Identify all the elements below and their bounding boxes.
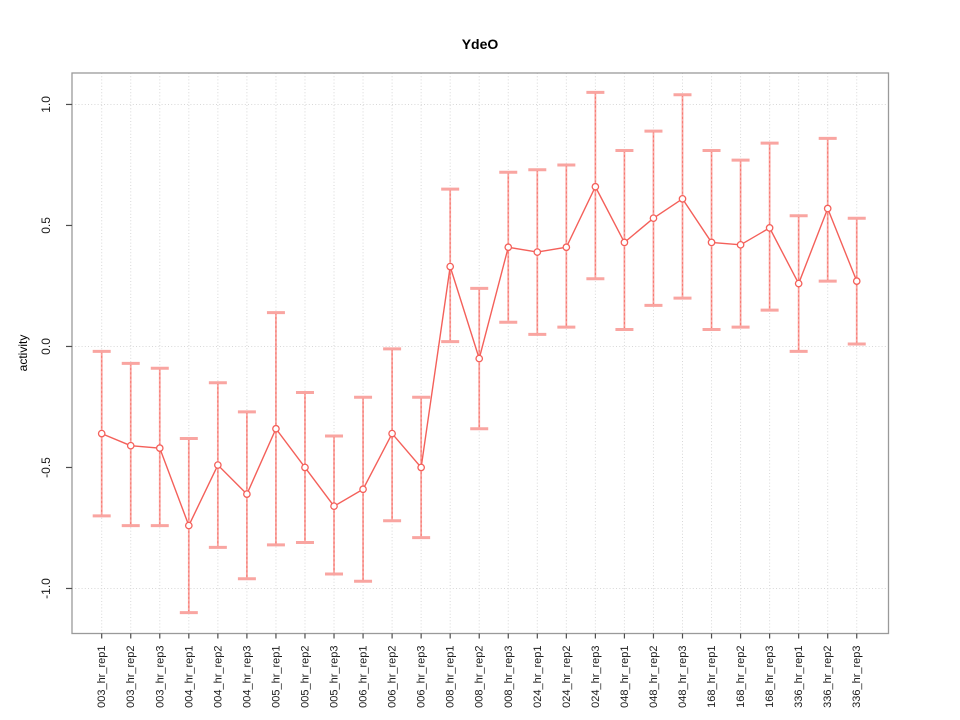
data-point	[591, 182, 600, 191]
data-point	[620, 238, 629, 247]
x-tick-label: 048_hr_rep2	[648, 646, 660, 708]
data-point	[417, 463, 425, 472]
data-point	[823, 204, 832, 213]
x-tick-label: 024_hr_rep1	[532, 646, 544, 708]
data-point	[184, 521, 193, 530]
x-axis: 003_hr_rep1 003_hr_rep2 003_hr_rep3 004_hr_…	[96, 633, 863, 708]
data-point	[97, 429, 106, 438]
data-point	[736, 240, 745, 249]
plot-border	[71, 72, 890, 635]
y-axis-label: activity	[16, 334, 30, 372]
data-point	[852, 277, 861, 285]
x-tick-label: 168_hr_rep3	[764, 646, 776, 708]
y-tick-label: -1.0	[39, 578, 53, 599]
y-axis: -1.0 -0.5 0.0 0.5 1.0	[39, 96, 72, 599]
data-point	[155, 444, 164, 452]
x-tick-label: 024_hr_rep2	[561, 646, 573, 708]
data-point	[504, 243, 513, 252]
x-tick-label: 048_hr_rep1	[619, 646, 631, 708]
y-tick-label: 1.0	[39, 96, 53, 113]
data-point	[126, 441, 135, 450]
x-tick-label: 003_hr_rep3	[154, 646, 166, 708]
x-tick-label: 168_hr_rep1	[706, 646, 718, 708]
x-tick-label: 336_hr_rep1	[793, 646, 805, 708]
data-point	[562, 243, 571, 252]
x-tick-label: 004_hr_rep2	[212, 646, 224, 708]
x-tick-label: 003_hr_rep2	[125, 646, 137, 708]
data-point	[243, 490, 251, 498]
data-point	[649, 214, 658, 223]
data-point	[388, 429, 396, 438]
data-point	[330, 502, 338, 511]
x-tick-label: 008_hr_rep1	[445, 646, 457, 708]
x-tick-label: 008_hr_rep3	[503, 646, 515, 708]
data-point	[707, 238, 716, 247]
data-point	[359, 485, 367, 494]
data-points	[97, 182, 861, 530]
x-tick-label: 005_hr_rep2	[299, 646, 311, 708]
y-tick-label: 0.5	[39, 217, 53, 234]
data-point	[272, 424, 280, 433]
y-tick-label: 0.0	[39, 338, 53, 355]
x-tick-label: 008_hr_rep2	[474, 646, 486, 708]
x-tick-label: 005_hr_rep3	[329, 646, 341, 708]
data-point	[765, 224, 774, 232]
data-point	[533, 248, 542, 256]
y-tick-label: -0.5	[39, 457, 53, 478]
data-point	[794, 279, 803, 288]
x-tick-label: 006_hr_rep1	[358, 646, 370, 708]
data-point	[301, 463, 309, 472]
data-point	[446, 262, 455, 271]
x-tick-label: 006_hr_rep3	[416, 646, 428, 708]
data-point	[678, 194, 687, 203]
x-tick-label: 024_hr_rep3	[590, 646, 602, 708]
x-tick-label: 005_hr_rep1	[270, 646, 282, 708]
data-point	[475, 354, 484, 363]
x-tick-label: 336_hr_rep3	[851, 646, 863, 708]
chart-title: YdeO	[461, 36, 499, 52]
x-tick-label: 168_hr_rep2	[735, 646, 747, 708]
data-point	[214, 461, 222, 469]
x-tick-label: 006_hr_rep2	[387, 646, 399, 708]
x-tick-label: 003_hr_rep1	[96, 646, 108, 708]
x-tick-label: 004_hr_rep1	[183, 646, 195, 708]
x-tick-label: 004_hr_rep3	[241, 646, 253, 708]
x-tick-label: 336_hr_rep2	[822, 646, 834, 708]
x-tick-label: 048_hr_rep3	[677, 646, 689, 708]
